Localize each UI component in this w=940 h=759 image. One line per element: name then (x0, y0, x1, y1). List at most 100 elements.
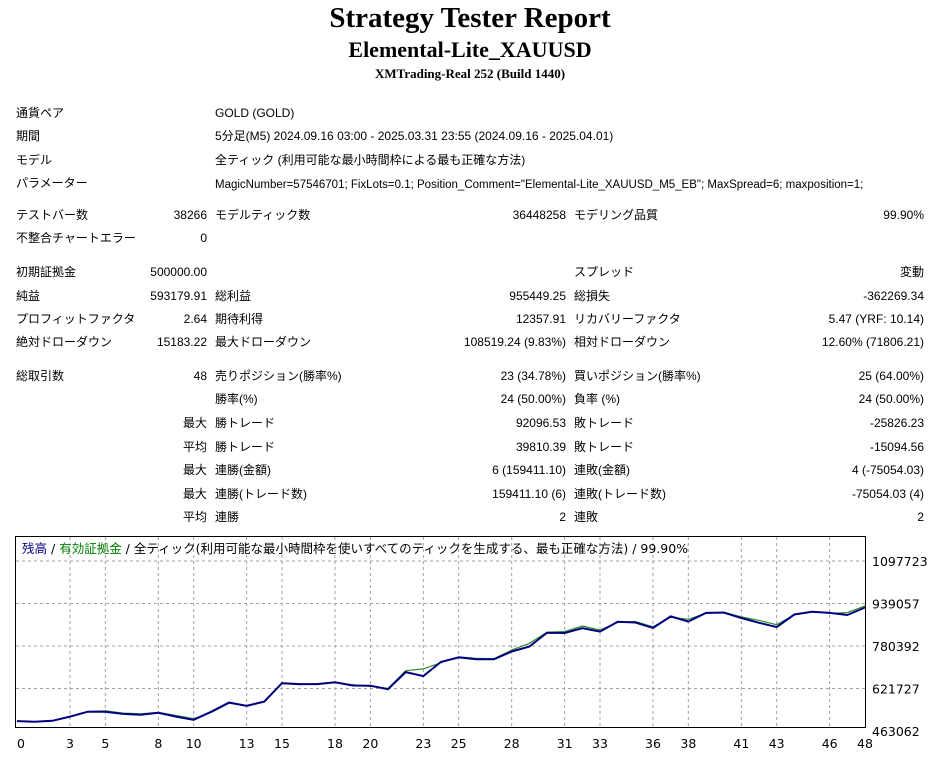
x-tick-label: 36 (645, 736, 661, 751)
x-tick-label: 8 (154, 736, 162, 751)
net-profit-value: 593179.91 (150, 289, 207, 303)
deposit-label: 初期証拠金 (16, 265, 77, 279)
recovery-factor-value: 5.47 (YRF: 10.14) (828, 312, 924, 326)
report-subtitle: Elemental-Lite_XAUUSD (348, 37, 592, 62)
gross-loss-label: 総損失 (574, 289, 611, 303)
profit-factor-label: プロフィットファクタ (16, 312, 136, 326)
abs-drawdown-label: 絶対ドローダウン (16, 335, 113, 349)
avg-cons-wins-label: 連勝 (215, 510, 240, 524)
x-tick-label: 20 (362, 736, 378, 751)
loss-rate-value: 24 (50.00%) (858, 392, 924, 406)
cons-wins-count-value: 159411.10 (6) (492, 487, 566, 501)
x-tick-label: 38 (680, 736, 696, 751)
gross-profit-value: 955449.25 (509, 289, 566, 303)
y-tick-label: 621727 (872, 682, 920, 697)
avg-win-label: 勝トレード (215, 440, 276, 454)
loss-rate-label: 負率 (%) (574, 392, 620, 406)
recovery-factor-label: リカバリーファクタ (574, 312, 681, 326)
bars-value: 38266 (173, 208, 207, 222)
total-trades-label: 総取引数 (16, 369, 65, 383)
x-tick-label: 31 (557, 736, 573, 751)
legend-separator: / (47, 541, 59, 556)
symbol-value: GOLD (GOLD) (215, 106, 295, 120)
x-tick-label: 25 (451, 736, 467, 751)
params-label: パラメーター (16, 176, 88, 190)
x-tick-label: 0 (17, 736, 25, 751)
short-positions-label: 売りポジション(勝率%) (215, 369, 342, 383)
win-rate-label: 勝率(%) (215, 392, 258, 406)
server-info: XMTrading-Real 252 (Build 1440) (374, 66, 566, 81)
gross-loss-value: -362269.34 (863, 289, 924, 303)
y-tick-label: 463062 (872, 724, 920, 739)
largest-loss-value: -25826.23 (869, 416, 924, 430)
period-label: 期間 (16, 129, 41, 143)
x-tick-label: 48 (857, 736, 873, 751)
cons-wins-money-label: 連勝(金額) (215, 463, 271, 477)
chart-grid (16, 537, 865, 727)
legend-description: / 全ティック(利用可能な最小時間枠を使いすべてのティックを生成する、最も正確な… (122, 541, 688, 556)
x-tick-label: 5 (101, 736, 109, 751)
y-axis-ticks: 1097723 939057 780392 621727 463062 (872, 554, 928, 739)
short-positions-value: 23 (34.78%) (500, 369, 566, 383)
expected-payoff-label: 期待利得 (215, 312, 264, 326)
period-value: 5分足(M5) 2024.09.16 03:00 - 2025.03.31 23… (215, 129, 614, 143)
deposit-value: 500000.00 (150, 265, 207, 279)
cons-losses-count-label: 連敗(トレード数) (574, 487, 666, 501)
mismatch-label: 不整合チャートエラー (16, 231, 136, 245)
average-prefix: 平均 (182, 440, 207, 454)
plot-area (15, 536, 866, 728)
avg-cons-losses-value: 2 (917, 510, 924, 524)
long-positions-value: 25 (64.00%) (858, 369, 924, 383)
largest-prefix: 最大 (182, 416, 207, 430)
max-cons-count-prefix: 最大 (182, 487, 207, 501)
largest-win-value: 92096.53 (515, 416, 566, 430)
bars-label: テストバー数 (16, 208, 89, 222)
chart-legend: 残高 / 有効証拠金 / 全ティック(利用可能な最小時間枠を使いすべてのティック… (22, 541, 688, 556)
max-drawdown-value: 108519.24 (9.83%) (463, 335, 566, 349)
spread-value: 変動 (899, 265, 924, 279)
legend-balance: 残高 (22, 541, 47, 556)
cons-wins-count-label: 連勝(トレード数) (215, 487, 307, 501)
y-tick-label: 780392 (872, 639, 920, 654)
max-drawdown-label: 最大ドローダウン (215, 335, 312, 349)
x-tick-label: 15 (274, 736, 290, 751)
model-label: モデル (16, 153, 53, 167)
max-cons-prefix: 最大 (182, 463, 207, 477)
series-balance-line (16, 606, 866, 723)
legend-equity: 有効証拠金 (59, 541, 122, 556)
abs-drawdown-value: 15183.22 (156, 335, 207, 349)
avg-cons-losses-label: 連敗 (574, 510, 599, 524)
x-tick-label: 18 (327, 736, 343, 751)
spread-label: スプレッド (574, 265, 635, 279)
total-trades-value: 48 (193, 369, 207, 383)
avg-cons-wins-value: 2 (559, 510, 566, 524)
quality-label: モデリング品質 (574, 208, 659, 222)
cons-losses-money-label: 連敗(金額) (574, 463, 630, 477)
model-value: 全ティック (利用可能な最小時間枠による最も正確な方法) (215, 153, 526, 167)
net-profit-label: 純益 (16, 289, 41, 303)
avg-loss-label: 敗トレード (574, 440, 635, 454)
quality-value: 99.90% (883, 208, 924, 222)
rel-drawdown-value: 12.60% (71806.21) (821, 335, 924, 349)
y-tick-label: 1097723 (872, 554, 928, 569)
x-tick-label: 41 (733, 736, 749, 751)
x-tick-label: 33 (592, 736, 608, 751)
x-axis-ticks: 0 3 5 8 10 13 15 18 20 23 25 28 31 33 36 38 41 43 46 48 (17, 736, 873, 751)
rel-drawdown-label: 相対ドローダウン (574, 335, 671, 349)
x-tick-label: 3 (66, 736, 74, 751)
win-rate-value: 24 (50.00%) (500, 392, 566, 406)
x-tick-label: 43 (769, 736, 785, 751)
x-tick-label: 13 (239, 736, 255, 751)
x-tick-label: 46 (822, 736, 838, 751)
mismatch-value: 0 (200, 231, 207, 245)
balance-chart: 残高 / 有効証拠金 / 全ティック(利用可能な最小時間枠を使いすべてのティック… (15, 536, 928, 751)
avg-loss-value: -15094.56 (869, 440, 924, 454)
x-tick-label: 23 (415, 736, 431, 751)
cons-wins-money-value: 6 (159411.10) (492, 463, 566, 477)
y-tick-label: 939057 (872, 597, 920, 612)
largest-loss-label: 敗トレード (574, 416, 635, 430)
x-tick-label: 10 (186, 736, 202, 751)
symbol-label: 通貨ペア (16, 106, 65, 120)
avg-cons-prefix: 平均 (182, 510, 207, 524)
cons-losses-count-value: -75054.03 (4) (851, 487, 924, 501)
